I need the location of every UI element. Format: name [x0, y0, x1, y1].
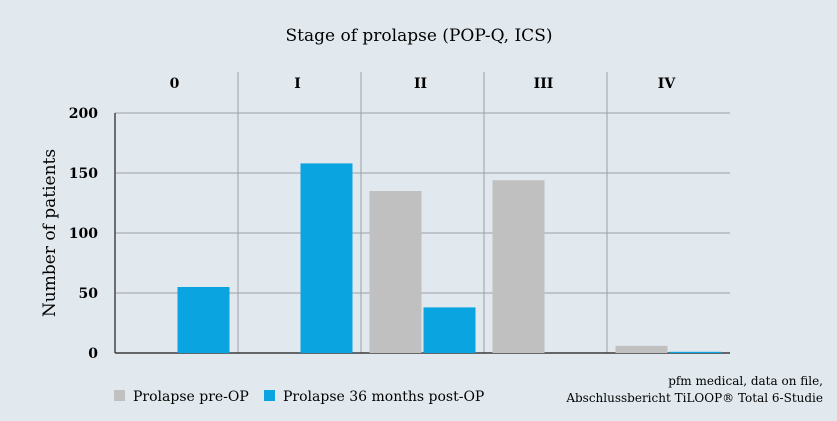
y-tick-label: 150 [69, 166, 98, 182]
source-note-line-1: pfm medical, data on file, [668, 374, 823, 388]
bars [177, 163, 722, 353]
legend-swatch-pre-op [114, 390, 125, 401]
legend-swatch-post-op [264, 390, 275, 401]
y-tick-label: 0 [88, 346, 98, 362]
y-tick-labels: 0 50 100 150 200 [69, 106, 98, 362]
legend: Prolapse pre-OP Prolapse 36 months post-… [114, 389, 484, 405]
bar-post-op [669, 351, 722, 353]
bar-post-op [300, 163, 353, 353]
bar-pre-op [369, 191, 422, 353]
source-note-line-2: Abschlussbericht TiLOOP® Total 6-Studie [565, 391, 823, 405]
bar-post-op [423, 307, 476, 353]
y-tick-label: 100 [69, 226, 98, 242]
y-axis-label: Number of patients [40, 149, 60, 317]
category-label: IV [658, 76, 677, 92]
y-tick-label: 200 [69, 106, 98, 122]
category-label: 0 [170, 76, 180, 92]
chart-title: Stage of prolapse (POP-Q, ICS) [286, 26, 553, 46]
y-tick-label: 50 [79, 286, 99, 302]
category-label: III [534, 76, 554, 92]
legend-label-post-op: Prolapse 36 months post-OP [283, 389, 484, 405]
bar-pre-op [492, 180, 545, 353]
category-label: I [294, 76, 301, 92]
category-labels: 0 I II III IV [170, 76, 677, 92]
legend-label-pre-op: Prolapse pre-OP [133, 389, 249, 405]
bar-post-op [177, 287, 230, 353]
category-label: II [414, 76, 427, 92]
bar-pre-op [615, 345, 668, 353]
